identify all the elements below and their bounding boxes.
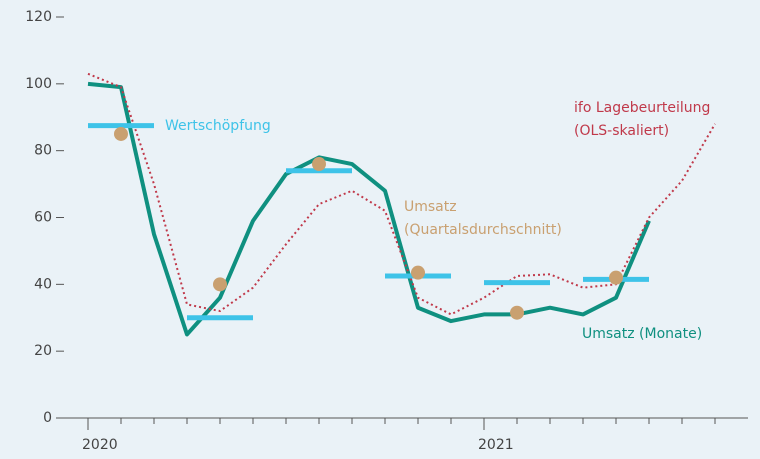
y-tick-label: 60 <box>34 210 52 226</box>
y-tick-label: 40 <box>34 276 52 292</box>
quarter-dot <box>411 265 425 280</box>
series-label: ifo Lagebeurteilung <box>574 100 710 116</box>
y-tick-label: 0 <box>43 410 52 426</box>
x-tick-label: 2020 <box>82 437 118 453</box>
series-label: Wertschöpfung <box>165 118 271 134</box>
quarter-dot <box>312 157 326 172</box>
series-label: Umsatz (Monate) <box>582 326 702 342</box>
y-tick-label: 100 <box>25 76 52 92</box>
series-line <box>87 72 716 316</box>
series-label: (Quartalsdurchschnitt) <box>404 222 562 238</box>
quarter-dot <box>114 126 128 141</box>
y-tick-label: 80 <box>34 143 52 159</box>
series-line <box>87 81 651 337</box>
series-label: (OLS-skaliert) <box>574 123 669 139</box>
quarter-dot <box>609 270 623 285</box>
series-label: Umsatz <box>404 199 457 215</box>
y-tick-label: 20 <box>34 343 52 359</box>
quarter-dot <box>510 305 524 320</box>
x-tick-label: 2021 <box>478 437 514 453</box>
y-tick-label: 120 <box>25 9 52 25</box>
quarter-dot <box>213 277 227 292</box>
